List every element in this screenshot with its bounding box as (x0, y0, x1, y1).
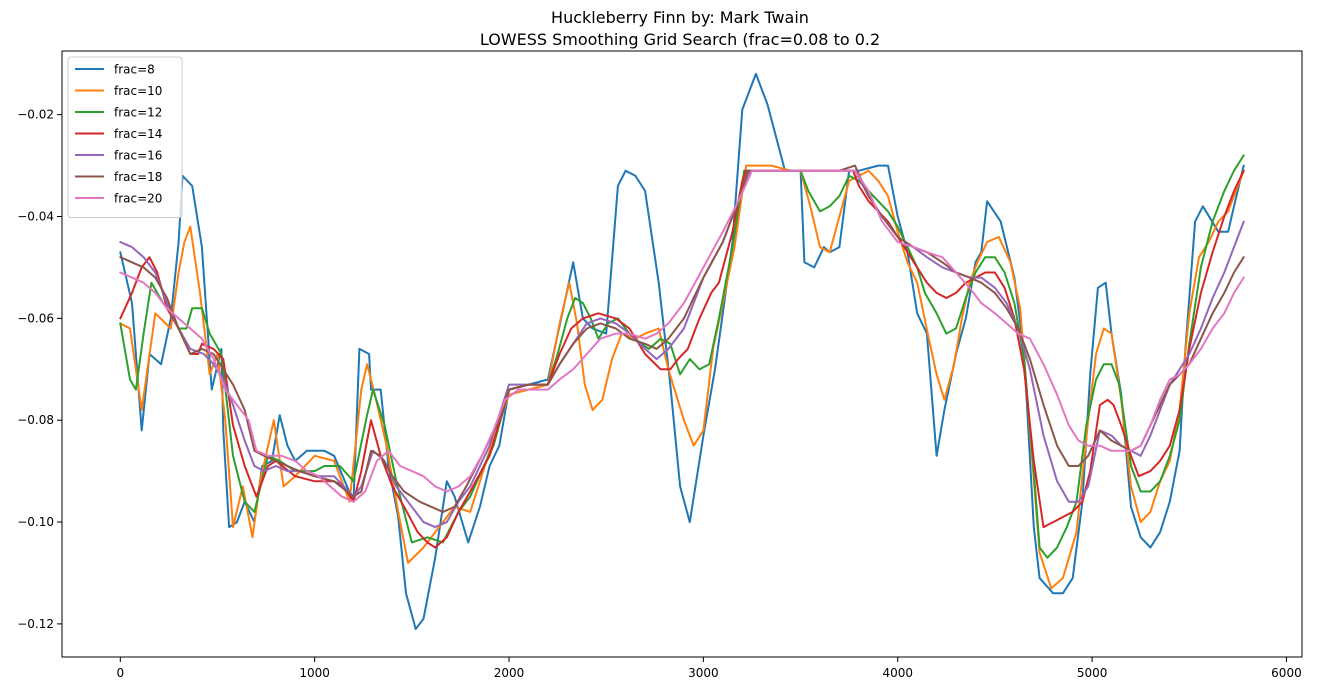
plot-frame (61, 50, 1303, 658)
series-line-2 (119, 154, 1245, 559)
x-tick-label: 5000 (1077, 666, 1108, 680)
legend-label: frac=20 (114, 192, 162, 206)
legend-label: frac=14 (114, 127, 162, 141)
x-tick-label: 0 (116, 666, 124, 680)
y-tick-label: −0.02 (17, 108, 54, 122)
series-line-0 (119, 72, 1245, 630)
y-tick-label: −0.10 (17, 515, 54, 529)
series-line-6 (119, 169, 1245, 503)
series-layer (119, 72, 1245, 630)
x-axis: 0 1000 2000 3000 4000 5000 6000 (116, 657, 1302, 680)
y-tick-label: −0.08 (17, 413, 54, 427)
series-line-4 (119, 169, 1245, 529)
legend: frac=8 frac=10 frac=12 frac=14 frac=16 frac=1… (67, 56, 183, 218)
y-axis: −0.12 −0.10 −0.08 −0.06 −0.04 −0.02 (17, 108, 62, 631)
chart-title: Huckleberry Finn by: Mark Twain (551, 8, 809, 27)
series-line-5 (119, 164, 1245, 513)
series-line-3 (119, 169, 1245, 549)
y-tick-label: −0.12 (17, 617, 54, 631)
legend-label: frac=18 (114, 170, 162, 184)
x-tick-label: 4000 (882, 666, 913, 680)
series-line-1 (119, 164, 1245, 590)
legend-label: frac=8 (114, 63, 155, 77)
y-tick-label: −0.04 (17, 210, 54, 224)
legend-label: frac=10 (114, 84, 162, 98)
legend-label: frac=16 (114, 149, 162, 163)
y-tick-label: −0.06 (17, 311, 54, 325)
x-tick-label: 6000 (1271, 666, 1302, 680)
x-tick-label: 2000 (494, 666, 525, 680)
legend-label: frac=12 (114, 106, 162, 120)
x-tick-label: 1000 (299, 666, 330, 680)
x-tick-label: 3000 (688, 666, 719, 680)
chart-subtitle: LOWESS Smoothing Grid Search (frac=0.08 … (480, 30, 880, 49)
